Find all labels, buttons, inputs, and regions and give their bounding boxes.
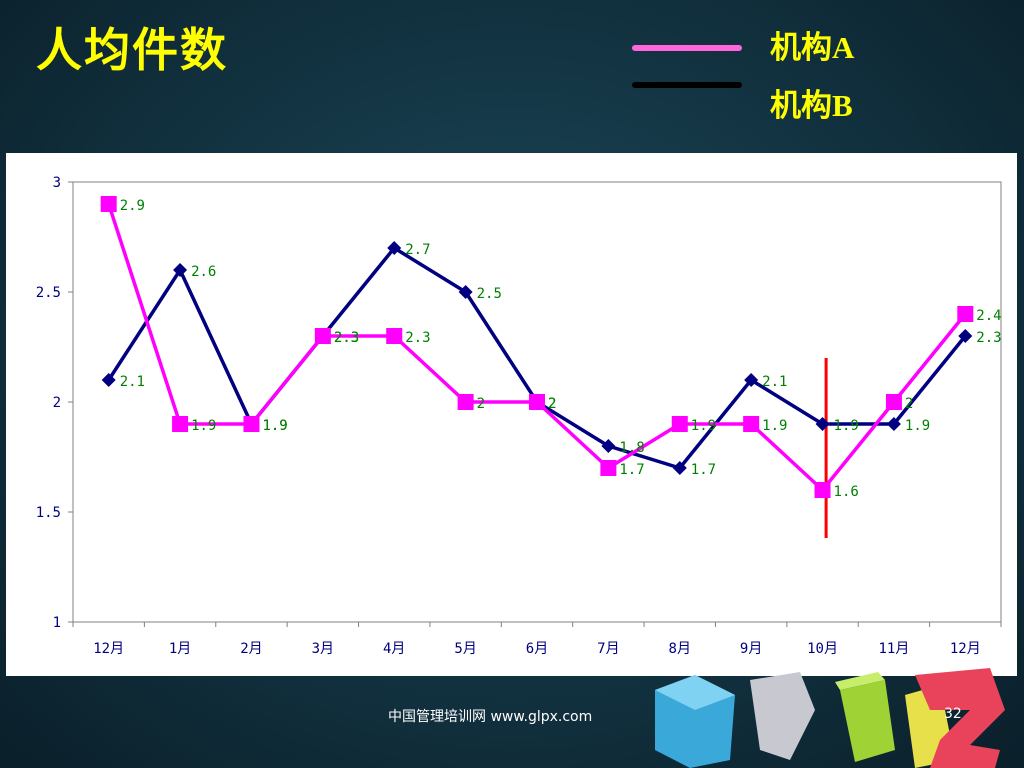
x-tick-label: 9月 <box>740 641 762 657</box>
chart-panel: 1 1.5 2 2.5 3 12月 1月 2月 3月 4月 5月 6月 7月 8月 9月 10月 11月 12月 2… <box>6 153 1017 676</box>
series-b-data-label: 2.3 <box>334 330 359 346</box>
y-tick-label: 2.5 <box>36 285 61 301</box>
series-a-point <box>243 416 260 432</box>
series-a-point <box>457 394 474 410</box>
x-tick-label: 10月 <box>807 641 838 657</box>
y-tick-label: 1 <box>53 615 61 631</box>
x-tick-label: 4月 <box>383 641 405 657</box>
line-chart: 1 1.5 2 2.5 3 12月 1月 2月 3月 4月 5月 6月 7月 8月 9月 10月 11月 12月 2… <box>36 175 1002 657</box>
series-a-data-label: 1.9 <box>262 418 287 434</box>
series-b-data-label: 2.5 <box>477 286 502 302</box>
x-tick-label: 8月 <box>669 641 691 657</box>
series-a-point <box>671 416 688 432</box>
series-b-data-label: 1.8 <box>619 440 644 456</box>
series-a-point <box>386 328 403 344</box>
decorative-3d-blocks <box>655 668 1005 768</box>
series-a-data-label: 1.9 <box>691 418 716 434</box>
series-b-data-label: 2.7 <box>405 242 430 258</box>
series-line-b <box>107 246 967 470</box>
x-tick-label: 12月 <box>950 641 981 657</box>
series-b-point <box>601 439 616 453</box>
series-b-data-label: 1.9 <box>834 418 859 434</box>
series-a-point <box>100 196 117 212</box>
x-tick-label: 7月 <box>597 641 619 657</box>
x-tick-label: 11月 <box>878 641 909 657</box>
x-tick-label: 1月 <box>169 641 191 657</box>
series-a-point <box>600 460 617 476</box>
series-b-data-label: 1.9 <box>262 418 287 434</box>
legend-line-b <box>632 82 742 88</box>
series-b-point <box>387 241 402 255</box>
series-b-point <box>744 373 759 387</box>
series-b-point <box>958 329 973 343</box>
series-b-point <box>672 461 687 475</box>
series-a-data-label: 2.4 <box>976 308 1001 324</box>
series-line-a <box>107 203 967 492</box>
y-tick-label: 2 <box>53 395 61 411</box>
series-b-point <box>815 417 830 431</box>
series-a-data-label: 2 <box>548 396 556 412</box>
page-number: 32 <box>944 706 962 722</box>
series-b-point <box>173 263 188 277</box>
x-tick-label: 5月 <box>454 641 476 657</box>
footer-website: 中国管理培训网 www.glpx.com <box>388 709 593 725</box>
series-b-data-label: 1.9 <box>905 418 930 434</box>
series-b-data-label: 2.1 <box>762 374 787 390</box>
legend-label-a: 机构A <box>770 30 855 65</box>
legend-line-a <box>632 45 742 51</box>
slide-title: 人均件数 <box>36 23 228 77</box>
series-b-data-label: 2 <box>548 396 556 412</box>
series-a-data-label: 1.9 <box>762 418 787 434</box>
series-a-point <box>885 394 902 410</box>
series-a-data-label: 1.6 <box>834 484 859 500</box>
series-a-data-label: 1.7 <box>619 462 644 478</box>
series-a-data-label: 2.9 <box>120 198 145 214</box>
series-a-point <box>314 328 331 344</box>
y-tick-label: 3 <box>53 175 61 191</box>
series-a-point <box>814 482 831 498</box>
series-a-point <box>529 394 545 410</box>
series-a-data-label: 2 <box>477 396 485 412</box>
series-b-point <box>458 285 473 299</box>
series-b-data-label: 2.1 <box>120 374 145 390</box>
series-a-data-label: 2.3 <box>334 330 359 346</box>
series-a-data-label: 2.3 <box>405 330 430 346</box>
series-a-point <box>743 416 760 432</box>
series-a-data-label: 1.9 <box>191 418 216 434</box>
series-b-data-label: 2.6 <box>191 264 216 280</box>
y-tick-label: 1.5 <box>36 505 61 521</box>
series-b-data-label: 2.3 <box>976 330 1001 346</box>
x-tick-label: 2月 <box>240 641 262 657</box>
series-a-point <box>172 416 189 432</box>
series-b-point <box>101 373 116 387</box>
series-a-point <box>957 306 974 322</box>
x-tick-label: 6月 <box>526 641 548 657</box>
x-tick-label: 3月 <box>312 641 334 657</box>
x-tick-label: 12月 <box>93 641 124 657</box>
series-b-point <box>886 417 901 431</box>
series-b-data-label: 1.7 <box>691 462 716 478</box>
legend-label-b: 机构B <box>770 88 853 123</box>
series-a-data-label: 2 <box>905 396 913 412</box>
